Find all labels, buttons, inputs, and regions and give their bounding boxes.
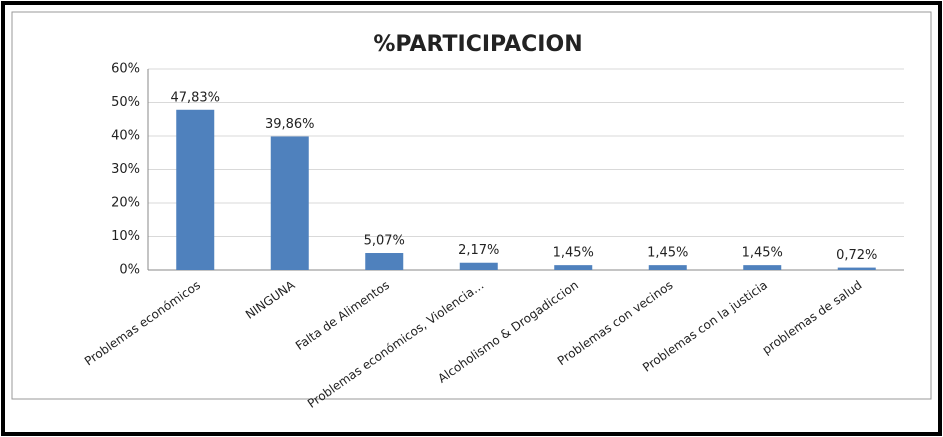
value-label: 5,07% [364, 234, 405, 249]
y-tick-label: 60% [111, 62, 140, 77]
chart-title: %PARTICIPACION [373, 32, 582, 57]
bar [554, 265, 593, 270]
bar [365, 253, 404, 270]
bar [743, 265, 782, 270]
value-label: 39,86% [265, 117, 315, 132]
y-tick-label: 10% [111, 229, 140, 244]
bar [459, 262, 498, 270]
bar [176, 109, 215, 270]
y-tick-label: 30% [111, 162, 140, 177]
y-tick-label: 50% [111, 95, 140, 110]
chart-area [11, 11, 932, 400]
y-tick-label: 40% [111, 129, 140, 144]
y-tick-label: 20% [111, 196, 140, 211]
value-label: 2,17% [458, 243, 499, 258]
value-label: 1,45% [647, 246, 688, 261]
bar [648, 265, 687, 270]
value-label: 0,72% [836, 248, 877, 263]
bar [270, 136, 309, 270]
bar [837, 267, 876, 270]
y-tick-label: 0% [119, 263, 140, 278]
value-label: 1,45% [742, 246, 783, 261]
value-label: 47,83% [170, 90, 220, 105]
value-label: 1,45% [553, 246, 594, 261]
